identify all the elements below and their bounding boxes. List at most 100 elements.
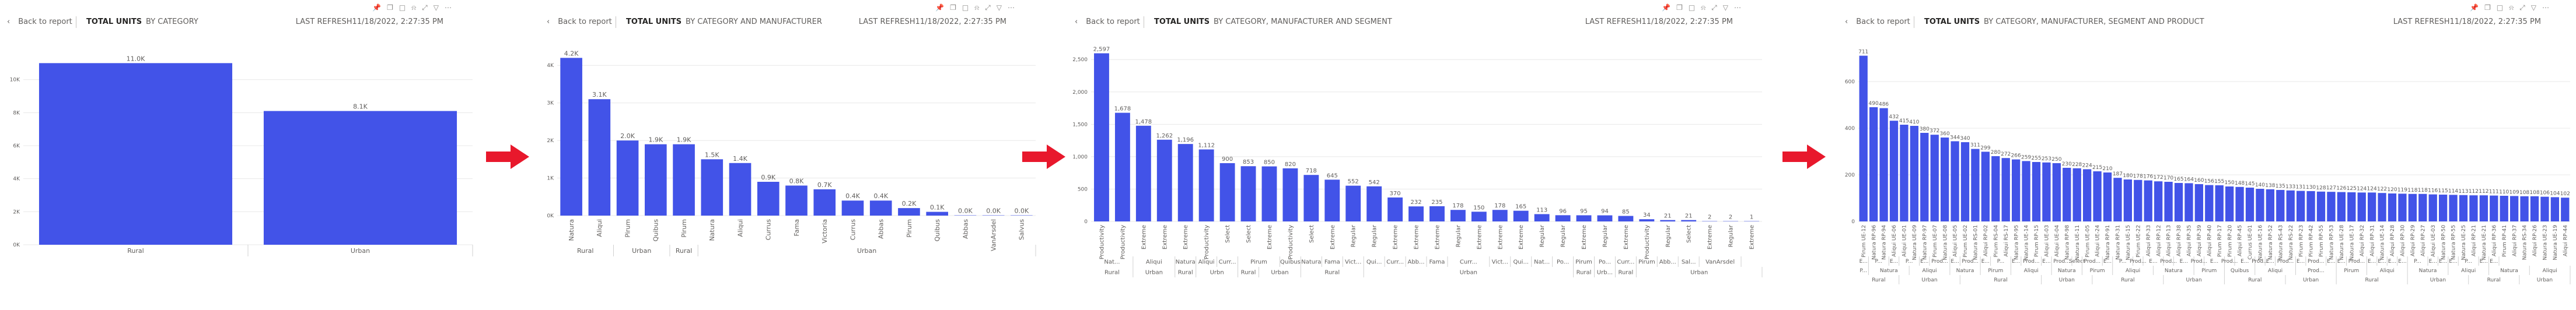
x-tick-label: Natura RP-97 — [1922, 225, 1928, 260]
back-to-report-button[interactable]: ‹ Back to report — [7, 17, 72, 26]
refresh-label: LAST REFRESH — [295, 17, 352, 26]
category-group-label: Po... — [1599, 259, 1611, 266]
category-group-label: Rural — [1994, 277, 2007, 283]
category-group-label: Prod... — [2053, 259, 2070, 265]
x-tick-label: Extreme — [1162, 225, 1168, 249]
category-group-label: Pirum — [1250, 259, 1267, 266]
back-to-report-button[interactable]: ‹ Back to report — [547, 17, 612, 26]
category-group-label: Prod... — [2084, 259, 2101, 265]
data-label: 1,112 — [1198, 142, 1215, 149]
back-to-report-button[interactable]: ‹ Back to report — [1845, 17, 1910, 26]
bar — [898, 208, 920, 216]
category-group-label: Quibus — [1280, 259, 1301, 266]
data-label: 34 — [1643, 212, 1651, 219]
x-tick-label: VanArsdel — [990, 219, 997, 251]
x-tick-label: Aliqui RP-37 — [2512, 225, 2518, 256]
category-group-label: Qui... — [1366, 259, 1382, 266]
bar — [2327, 192, 2336, 221]
data-label: 1,478 — [1135, 119, 1152, 125]
data-label: 380 — [1920, 126, 1930, 132]
x-tick-label: Extreme — [1749, 225, 1756, 249]
x-tick-label: Productivity — [1204, 225, 1210, 259]
data-label: 113 — [2458, 189, 2468, 195]
data-label: 178 — [2133, 174, 2143, 179]
bar — [1156, 139, 1172, 221]
bar — [1387, 197, 1403, 221]
data-label: 145 — [2245, 181, 2255, 187]
tab-total-units[interactable]: TOTAL UNITS — [86, 17, 142, 26]
data-label: 108 — [2519, 190, 2529, 196]
x-tick-label: Abbas — [962, 219, 969, 239]
breadcrumb[interactable]: BY CATEGORY, MANUFACTURER, SEGMENT AND P… — [1984, 17, 2204, 26]
data-label: 2,597 — [1093, 46, 1110, 52]
data-label: 542 — [1369, 179, 1380, 186]
toolbar-icons[interactable]: 📌❐□⍾⤢▽⋯ — [372, 3, 457, 12]
back-to-report-button[interactable]: ‹ Back to report — [1075, 17, 1140, 26]
category-group-label: Prod... — [2130, 259, 2147, 265]
data-label: 224 — [2082, 163, 2092, 168]
bar — [2123, 179, 2133, 221]
category-group-label: E... — [1890, 259, 1898, 265]
data-label: 432 — [1889, 114, 1899, 120]
category-group-label: Pirum — [2090, 268, 2105, 274]
x-tick-label: Select — [1309, 225, 1315, 243]
tab-total-units[interactable]: TOTAL UNITS — [626, 17, 682, 26]
toolbar-icons[interactable]: 📌❐□⍾⤢▽⋯ — [2470, 3, 2555, 12]
x-tick-label: Extreme — [1414, 225, 1420, 249]
refresh-time: 11/18/2022, 2:27:35 PM — [2449, 17, 2542, 26]
x-tick-label: Natura — [708, 219, 716, 241]
y-tick-label: 0K — [547, 213, 554, 219]
x-tick-label: Natura RP-91 — [2105, 225, 2111, 260]
x-tick-label: Extreme — [1393, 225, 1399, 249]
data-label: 0.0K — [1015, 207, 1029, 215]
category-group-label: E... — [2327, 259, 2335, 265]
bar — [2154, 181, 2163, 221]
toolbar-icons[interactable]: 📌❐□⍾⤢▽⋯ — [935, 3, 1020, 12]
data-label: 102 — [2560, 191, 2570, 197]
x-tick-label: Regular — [1539, 224, 1546, 247]
bar — [1991, 156, 2000, 221]
data-label: 370 — [1390, 191, 1401, 197]
tab-total-units[interactable]: TOTAL UNITS — [1924, 17, 1980, 26]
bar — [2490, 195, 2498, 221]
y-tick-label: 0 — [1851, 219, 1855, 225]
data-label: 178 — [1452, 203, 1463, 209]
bar — [1971, 149, 1980, 221]
bar — [1219, 163, 1235, 221]
bar — [1114, 112, 1130, 221]
bar — [1951, 141, 1959, 221]
data-label: 156 — [2204, 179, 2214, 185]
x-tick-label: Aliqui RP-27 — [2420, 225, 2426, 256]
category-group-label: Urban — [1921, 277, 1937, 283]
data-label: 1.9K — [677, 136, 691, 144]
bar — [2388, 193, 2397, 221]
breadcrumb[interactable]: BY CATEGORY — [146, 17, 198, 26]
data-label: 2 — [1729, 214, 1732, 221]
breadcrumb[interactable]: BY CATEGORY AND MANUFACTURER — [686, 17, 822, 26]
category-group-label: Rural — [1872, 277, 1885, 283]
x-tick-label: Aliqui UE-24 — [2095, 225, 2101, 257]
bar — [2337, 192, 2346, 221]
category-group-label: Rural — [577, 247, 593, 255]
x-tick-label: Regular — [1728, 224, 1735, 247]
x-tick-label: Natura UE-23 — [2543, 225, 2549, 260]
x-tick-label: Natura UE-17 — [2349, 225, 2355, 260]
x-tick-label: Natura UE-11 — [2075, 225, 2081, 260]
bar — [588, 99, 611, 216]
data-label: 176 — [2143, 174, 2153, 180]
category-group-label: P... — [1860, 268, 1867, 274]
category-group-label: Aliqui — [2461, 268, 2476, 274]
category-group-label: Abb... — [1659, 259, 1676, 266]
x-tick-label: Natura RS-43 — [2278, 225, 2284, 260]
category-group-label: E... — [2378, 259, 2386, 265]
toolbar-icons[interactable]: 📌❐□⍾⤢▽⋯ — [1662, 3, 1747, 12]
tab-total-units[interactable]: TOTAL UNITS — [1154, 17, 1210, 26]
bar — [1555, 215, 1571, 221]
y-tick-label: 8K — [13, 110, 20, 116]
breadcrumb[interactable]: BY CATEGORY, MANUFACTURER AND SEGMENT — [1214, 17, 1392, 26]
x-tick-label: Natura RP-96 — [1871, 225, 1877, 260]
x-tick-label: Natura RP-31 — [2116, 225, 2121, 260]
data-label: 215 — [2092, 165, 2102, 171]
x-tick-label: Natura RP-50 — [2441, 225, 2446, 260]
data-label: 8.1K — [353, 103, 368, 111]
